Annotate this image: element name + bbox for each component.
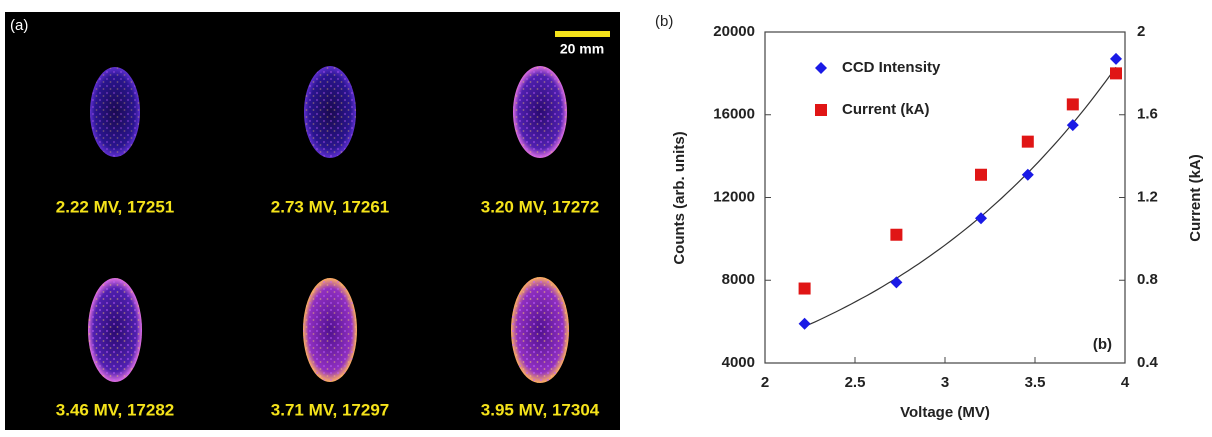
plot-frame: [764, 31, 1126, 364]
image-label: 2.73 MV, 17261: [271, 197, 389, 216]
data-point: [1066, 98, 1079, 111]
image-label: 3.20 MV, 17272: [481, 197, 599, 216]
data-point: [975, 212, 987, 225]
y2-tick-label: 1.6: [1137, 106, 1158, 123]
data-point: [1021, 168, 1034, 181]
data-point: [975, 168, 987, 181]
x-axis-title: Voltage (MV): [900, 404, 990, 421]
data-point: [798, 317, 811, 330]
y2-tick-label: 1.2: [1137, 188, 1158, 205]
x-tick-label: 4: [1121, 374, 1130, 391]
data-point: [798, 282, 811, 295]
x-tick-label: 2: [761, 374, 769, 391]
panel-b: (b) (b) Voltage (MV) Counts (arb. units)…: [655, 13, 1204, 421]
x-tick-label: 3.5: [1025, 374, 1046, 391]
panel-tag: (b): [655, 13, 673, 30]
scale-bar: [555, 31, 610, 37]
y2-tick-label: 0.8: [1137, 271, 1158, 288]
data-point: [890, 276, 903, 289]
scale-bar-label: 20 mm: [560, 41, 604, 57]
y-tick-label: 12000: [713, 188, 755, 205]
data-point: [1021, 135, 1034, 148]
legend-label: CCD Intensity: [842, 59, 941, 76]
legend-marker: [815, 104, 827, 116]
data-point: [890, 228, 903, 241]
trendline: [804, 66, 1117, 328]
legend-marker: [815, 62, 827, 74]
image-label: 3.95 MV, 17304: [481, 400, 600, 419]
image-label: 2.22 MV, 17251: [56, 197, 174, 216]
data-point: [1110, 52, 1122, 65]
y2-tick-label: 2: [1137, 23, 1145, 40]
y-tick-label: 4000: [722, 354, 755, 371]
y-tick-label: 20000: [713, 23, 755, 40]
legend-label: Current (kA): [842, 101, 930, 118]
x-tick-label: 3: [941, 374, 949, 391]
beam-images: [88, 66, 569, 383]
image-label: 3.46 MV, 17282: [56, 400, 174, 419]
panel-tag: (a): [10, 17, 28, 34]
data-point: [1110, 67, 1122, 80]
image-label: 3.71 MV, 17297: [271, 400, 389, 419]
annotation: (b): [1093, 336, 1112, 353]
y2-tick-label: 0.4: [1137, 354, 1159, 371]
y-axis-title: Counts (arb. units): [671, 131, 688, 264]
y2-axis-title: Current (kA): [1187, 154, 1204, 242]
y-tick-label: 16000: [713, 106, 755, 123]
x-tick-label: 2.5: [845, 374, 866, 391]
data-point: [1066, 119, 1079, 132]
panel-a: (a) 20 mm 2.22 MV, 17251 2.73 MV, 17261 …: [5, 12, 620, 430]
y-tick-label: 8000: [722, 271, 755, 288]
